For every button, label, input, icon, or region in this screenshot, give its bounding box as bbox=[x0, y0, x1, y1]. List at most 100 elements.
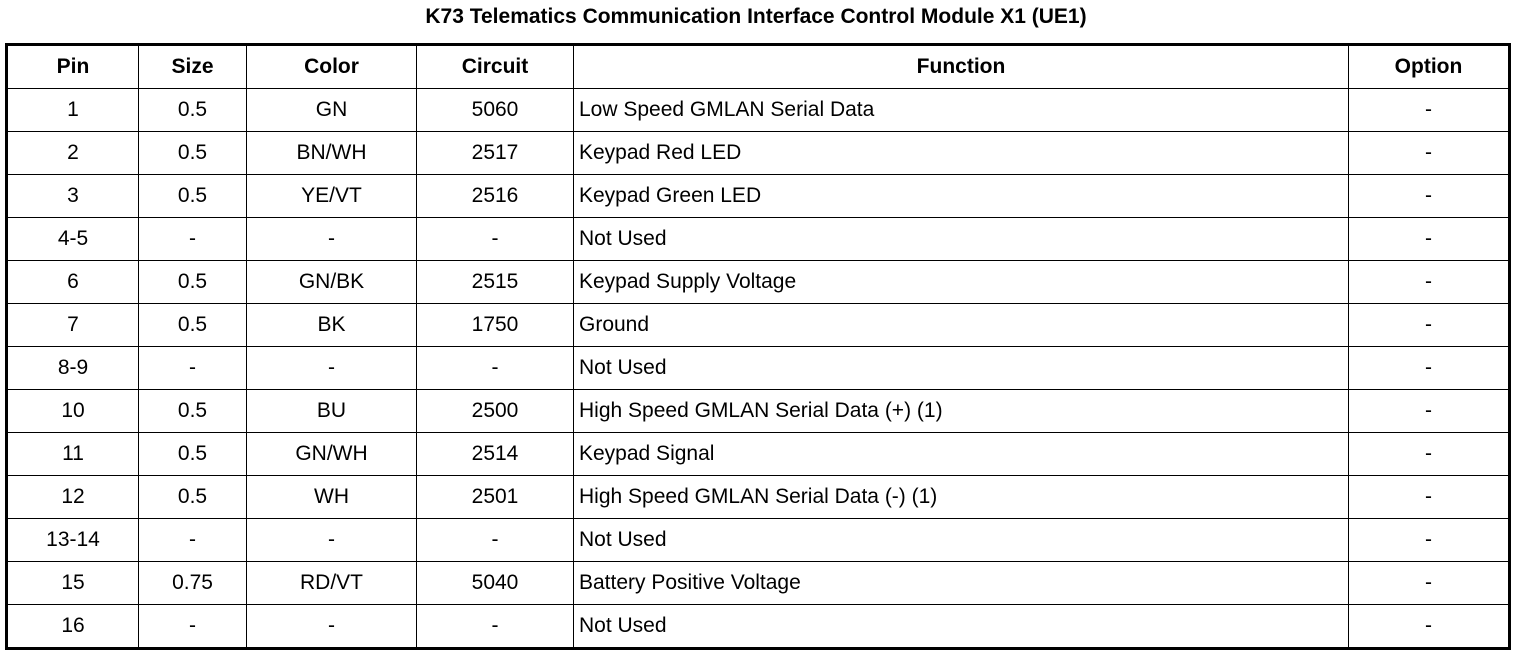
cell-color: GN/WH bbox=[246, 432, 417, 476]
cell-circuit: 2517 bbox=[416, 131, 574, 175]
table-row: 3 0.5 YE/VT 2516 Keypad Green LED - bbox=[6, 174, 1510, 218]
cell-function: Battery Positive Voltage bbox=[573, 561, 1349, 605]
cell-size: - bbox=[138, 518, 247, 562]
cell-pin: 12 bbox=[6, 475, 139, 519]
connector-pinout-table: Pin Size Color Circuit Function Option 1 0.5 GN… bbox=[5, 43, 1511, 650]
table-title: K73 Telematics Communication Interface C… bbox=[425, 5, 1087, 28]
cell-color: - bbox=[246, 518, 417, 562]
cell-pin: 3 bbox=[6, 174, 139, 218]
cell-circuit: 2516 bbox=[416, 174, 574, 218]
cell-color: BN/WH bbox=[246, 131, 417, 175]
cell-option: - bbox=[1348, 561, 1510, 605]
cell-pin: 2 bbox=[6, 131, 139, 175]
cell-color: GN/BK bbox=[246, 260, 417, 304]
cell-circuit: 2515 bbox=[416, 260, 574, 304]
cell-option: - bbox=[1348, 432, 1510, 476]
cell-pin: 1 bbox=[6, 88, 139, 132]
cell-option: - bbox=[1348, 518, 1510, 562]
cell-circuit: 1750 bbox=[416, 303, 574, 347]
cell-pin: 10 bbox=[6, 389, 139, 433]
cell-function: Not Used bbox=[573, 217, 1349, 261]
cell-circuit: - bbox=[416, 346, 574, 390]
cell-option: - bbox=[1348, 346, 1510, 390]
column-header-size: Size bbox=[138, 44, 247, 89]
cell-pin: 13-14 bbox=[6, 518, 139, 562]
column-header-circuit: Circuit bbox=[416, 44, 574, 89]
cell-size: 0.5 bbox=[138, 131, 247, 175]
column-header-color: Color bbox=[246, 44, 417, 89]
table-row: 13-14- - - Not Used - bbox=[6, 518, 1510, 562]
cell-color: - bbox=[246, 604, 417, 649]
cell-circuit: - bbox=[416, 217, 574, 261]
cell-size: 0.75 bbox=[138, 561, 247, 605]
cell-pin: 8-9 bbox=[6, 346, 139, 390]
cell-function: Not Used bbox=[573, 346, 1349, 390]
cell-function: Keypad Red LED bbox=[573, 131, 1349, 175]
cell-circuit: - bbox=[416, 604, 574, 649]
cell-color: YE/VT bbox=[246, 174, 417, 218]
cell-color: GN bbox=[246, 88, 417, 132]
table-row: 4-5- - - Not Used - bbox=[6, 217, 1510, 261]
cell-pin: 16 bbox=[6, 604, 139, 649]
cell-pin: 11 bbox=[6, 432, 139, 476]
cell-option: - bbox=[1348, 131, 1510, 175]
column-header-function: Function bbox=[573, 44, 1349, 89]
cell-function: Keypad Supply Voltage bbox=[573, 260, 1349, 304]
cell-function: Not Used bbox=[573, 604, 1349, 649]
table-row: 10 0.5 BU 2500 High Speed GMLAN Serial Data … bbox=[6, 389, 1510, 433]
cell-function: High Speed GMLAN Serial Data (-) (1) bbox=[573, 475, 1349, 519]
cell-pin: 4-5 bbox=[6, 217, 139, 261]
cell-option: - bbox=[1348, 389, 1510, 433]
cell-size: 0.5 bbox=[138, 88, 247, 132]
header-row: Pin Size Color Circuit Function Option bbox=[6, 44, 1510, 89]
cell-circuit: 5060 bbox=[416, 88, 574, 132]
cell-color: - bbox=[246, 217, 417, 261]
cell-option: - bbox=[1348, 174, 1510, 218]
cell-option: - bbox=[1348, 217, 1510, 261]
table-row: 16- - - Not Used - bbox=[6, 604, 1510, 649]
cell-color: BU bbox=[246, 389, 417, 433]
cell-circuit: 2501 bbox=[416, 475, 574, 519]
table-row: 15 0.75 RD/VT 5040 Battery Positive Voltage - bbox=[6, 561, 1510, 605]
table-row: 12 0.5 WH 2501 High Speed GMLAN Serial Data … bbox=[6, 475, 1510, 519]
cell-size: 0.5 bbox=[138, 303, 247, 347]
cell-color: RD/VT bbox=[246, 561, 417, 605]
table-row: 6 0.5 GN/BK 2515 Keypad Supply Voltage - bbox=[6, 260, 1510, 304]
cell-size: 0.5 bbox=[138, 174, 247, 218]
cell-color: BK bbox=[246, 303, 417, 347]
cell-circuit: 2500 bbox=[416, 389, 574, 433]
cell-size: - bbox=[138, 217, 247, 261]
cell-size: - bbox=[138, 604, 247, 649]
cell-function: Low Speed GMLAN Serial Data bbox=[573, 88, 1349, 132]
cell-size: - bbox=[138, 346, 247, 390]
cell-size: 0.5 bbox=[138, 389, 247, 433]
column-header-pin: Pin bbox=[6, 44, 139, 89]
cell-size: 0.5 bbox=[138, 432, 247, 476]
cell-option: - bbox=[1348, 88, 1510, 132]
table-row: 1 0.5 GN 5060 Low Speed GMLAN Serial Data - bbox=[6, 88, 1510, 132]
cell-circuit: - bbox=[416, 518, 574, 562]
cell-color: WH bbox=[246, 475, 417, 519]
cell-circuit: 5040 bbox=[416, 561, 574, 605]
cell-function: High Speed GMLAN Serial Data (+) (1) bbox=[573, 389, 1349, 433]
cell-function: Keypad Signal bbox=[573, 432, 1349, 476]
table-row: 2 0.5 BN/WH 2517 Keypad Red LED - bbox=[6, 131, 1510, 175]
cell-option: - bbox=[1348, 303, 1510, 347]
cell-function: Not Used bbox=[573, 518, 1349, 562]
cell-option: - bbox=[1348, 475, 1510, 519]
cell-function: Keypad Green LED bbox=[573, 174, 1349, 218]
cell-size: 0.5 bbox=[138, 475, 247, 519]
table-row: 7 0.5 BK 1750 Ground - bbox=[6, 303, 1510, 347]
cell-pin: 7 bbox=[6, 303, 139, 347]
cell-pin: 15 bbox=[6, 561, 139, 605]
cell-function: Ground bbox=[573, 303, 1349, 347]
cell-option: - bbox=[1348, 260, 1510, 304]
cell-pin: 6 bbox=[6, 260, 139, 304]
cell-color: - bbox=[246, 346, 417, 390]
table-row: 11 0.5 GN/WH 2514 Keypad Signal - bbox=[6, 432, 1510, 476]
cell-option: - bbox=[1348, 604, 1510, 649]
cell-size: 0.5 bbox=[138, 260, 247, 304]
cell-circuit: 2514 bbox=[416, 432, 574, 476]
table-row: 8-9- - - Not Used - bbox=[6, 346, 1510, 390]
column-header-option: Option bbox=[1348, 44, 1510, 89]
